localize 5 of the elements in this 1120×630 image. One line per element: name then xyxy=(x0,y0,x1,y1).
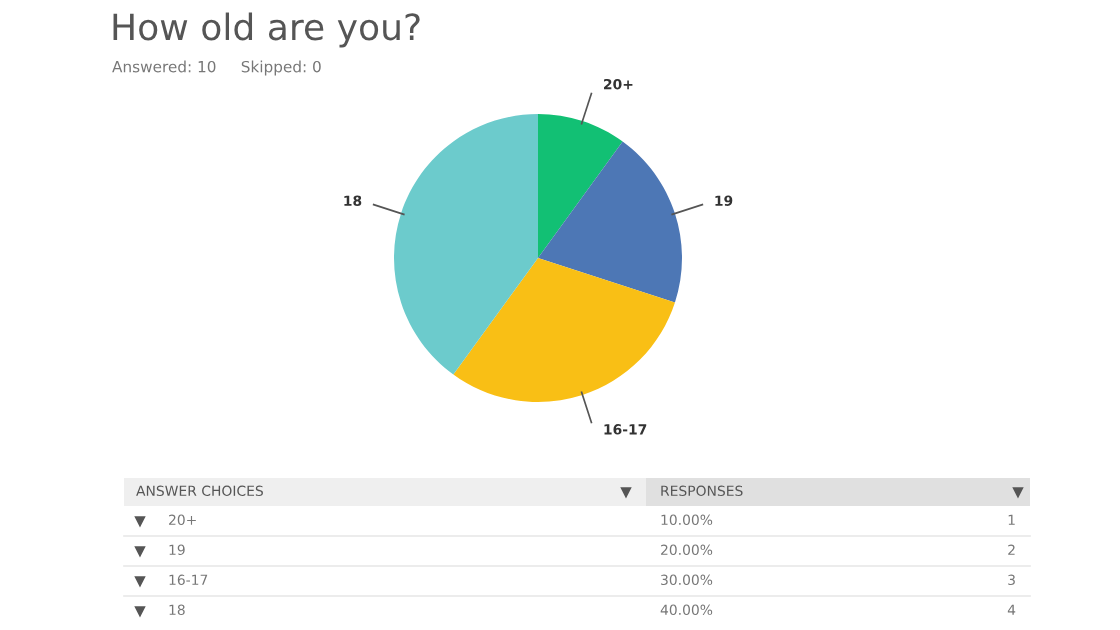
pie-slice xyxy=(394,114,538,375)
pie-slice xyxy=(538,141,682,303)
pie-slice xyxy=(453,258,675,402)
pie-slice xyxy=(538,114,623,258)
chart-title: How old are you? xyxy=(113,12,420,48)
